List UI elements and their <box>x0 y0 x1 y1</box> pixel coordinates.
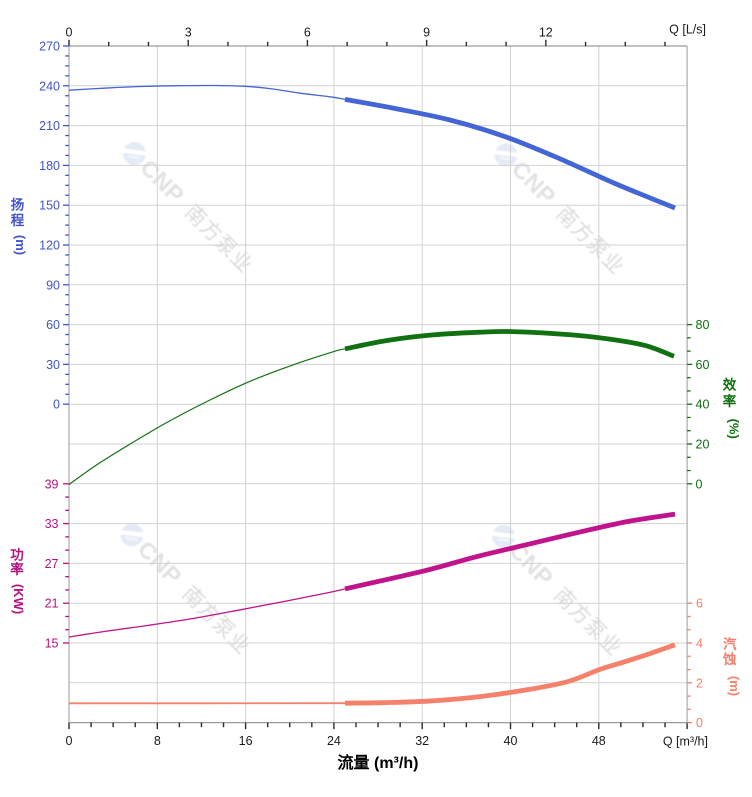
svg-text:240: 240 <box>39 79 60 93</box>
svg-text:率: 率 <box>723 393 737 409</box>
svg-text:0: 0 <box>696 716 703 730</box>
svg-text:150: 150 <box>39 199 60 213</box>
svg-text:(%): (%) <box>727 419 742 439</box>
svg-text:0: 0 <box>66 734 73 748</box>
svg-text:Q [m³/h]: Q [m³/h] <box>663 734 708 748</box>
svg-text:0: 0 <box>696 477 703 491</box>
svg-text:90: 90 <box>46 278 60 292</box>
svg-text:16: 16 <box>239 734 253 748</box>
svg-text:(m): (m) <box>727 676 742 696</box>
svg-text:9: 9 <box>423 26 430 40</box>
svg-text:功: 功 <box>10 548 24 563</box>
svg-text:3: 3 <box>185 26 192 40</box>
svg-text:8: 8 <box>154 734 161 748</box>
svg-text:120: 120 <box>39 239 60 253</box>
svg-text:48: 48 <box>592 734 606 748</box>
svg-text:40: 40 <box>696 398 710 412</box>
svg-text:39: 39 <box>45 477 59 491</box>
svg-text:270: 270 <box>39 40 60 54</box>
svg-text:210: 210 <box>39 119 60 133</box>
svg-text:33: 33 <box>45 517 59 531</box>
svg-text:4: 4 <box>696 637 703 651</box>
svg-text:0: 0 <box>66 26 73 40</box>
svg-text:(KW): (KW) <box>11 584 26 614</box>
svg-text:扬: 扬 <box>11 197 25 213</box>
svg-text:蚀: 蚀 <box>722 651 737 667</box>
svg-text:60: 60 <box>46 318 60 332</box>
svg-text:Q [L/s]: Q [L/s] <box>669 23 706 37</box>
svg-text:0: 0 <box>53 398 60 412</box>
svg-text:汽: 汽 <box>723 636 737 652</box>
svg-text:15: 15 <box>45 637 59 651</box>
svg-text:180: 180 <box>39 159 60 173</box>
svg-text:12: 12 <box>539 26 553 40</box>
svg-text:20: 20 <box>696 438 710 452</box>
svg-text:程: 程 <box>11 213 25 228</box>
svg-text:6: 6 <box>304 26 311 40</box>
svg-text:流量 (m³/h): 流量 (m³/h) <box>338 753 419 772</box>
svg-text:60: 60 <box>696 358 710 372</box>
svg-text:2: 2 <box>696 676 703 690</box>
svg-text:24: 24 <box>327 734 341 748</box>
svg-text:21: 21 <box>45 597 59 611</box>
svg-text:率: 率 <box>10 561 24 577</box>
svg-text:6: 6 <box>696 597 703 611</box>
svg-text:效: 效 <box>723 377 737 393</box>
svg-text:27: 27 <box>45 557 59 571</box>
svg-text:(m): (m) <box>13 235 28 255</box>
svg-text:40: 40 <box>504 734 518 748</box>
svg-text:30: 30 <box>46 358 60 372</box>
svg-text:32: 32 <box>415 734 429 748</box>
svg-text:80: 80 <box>696 318 710 332</box>
